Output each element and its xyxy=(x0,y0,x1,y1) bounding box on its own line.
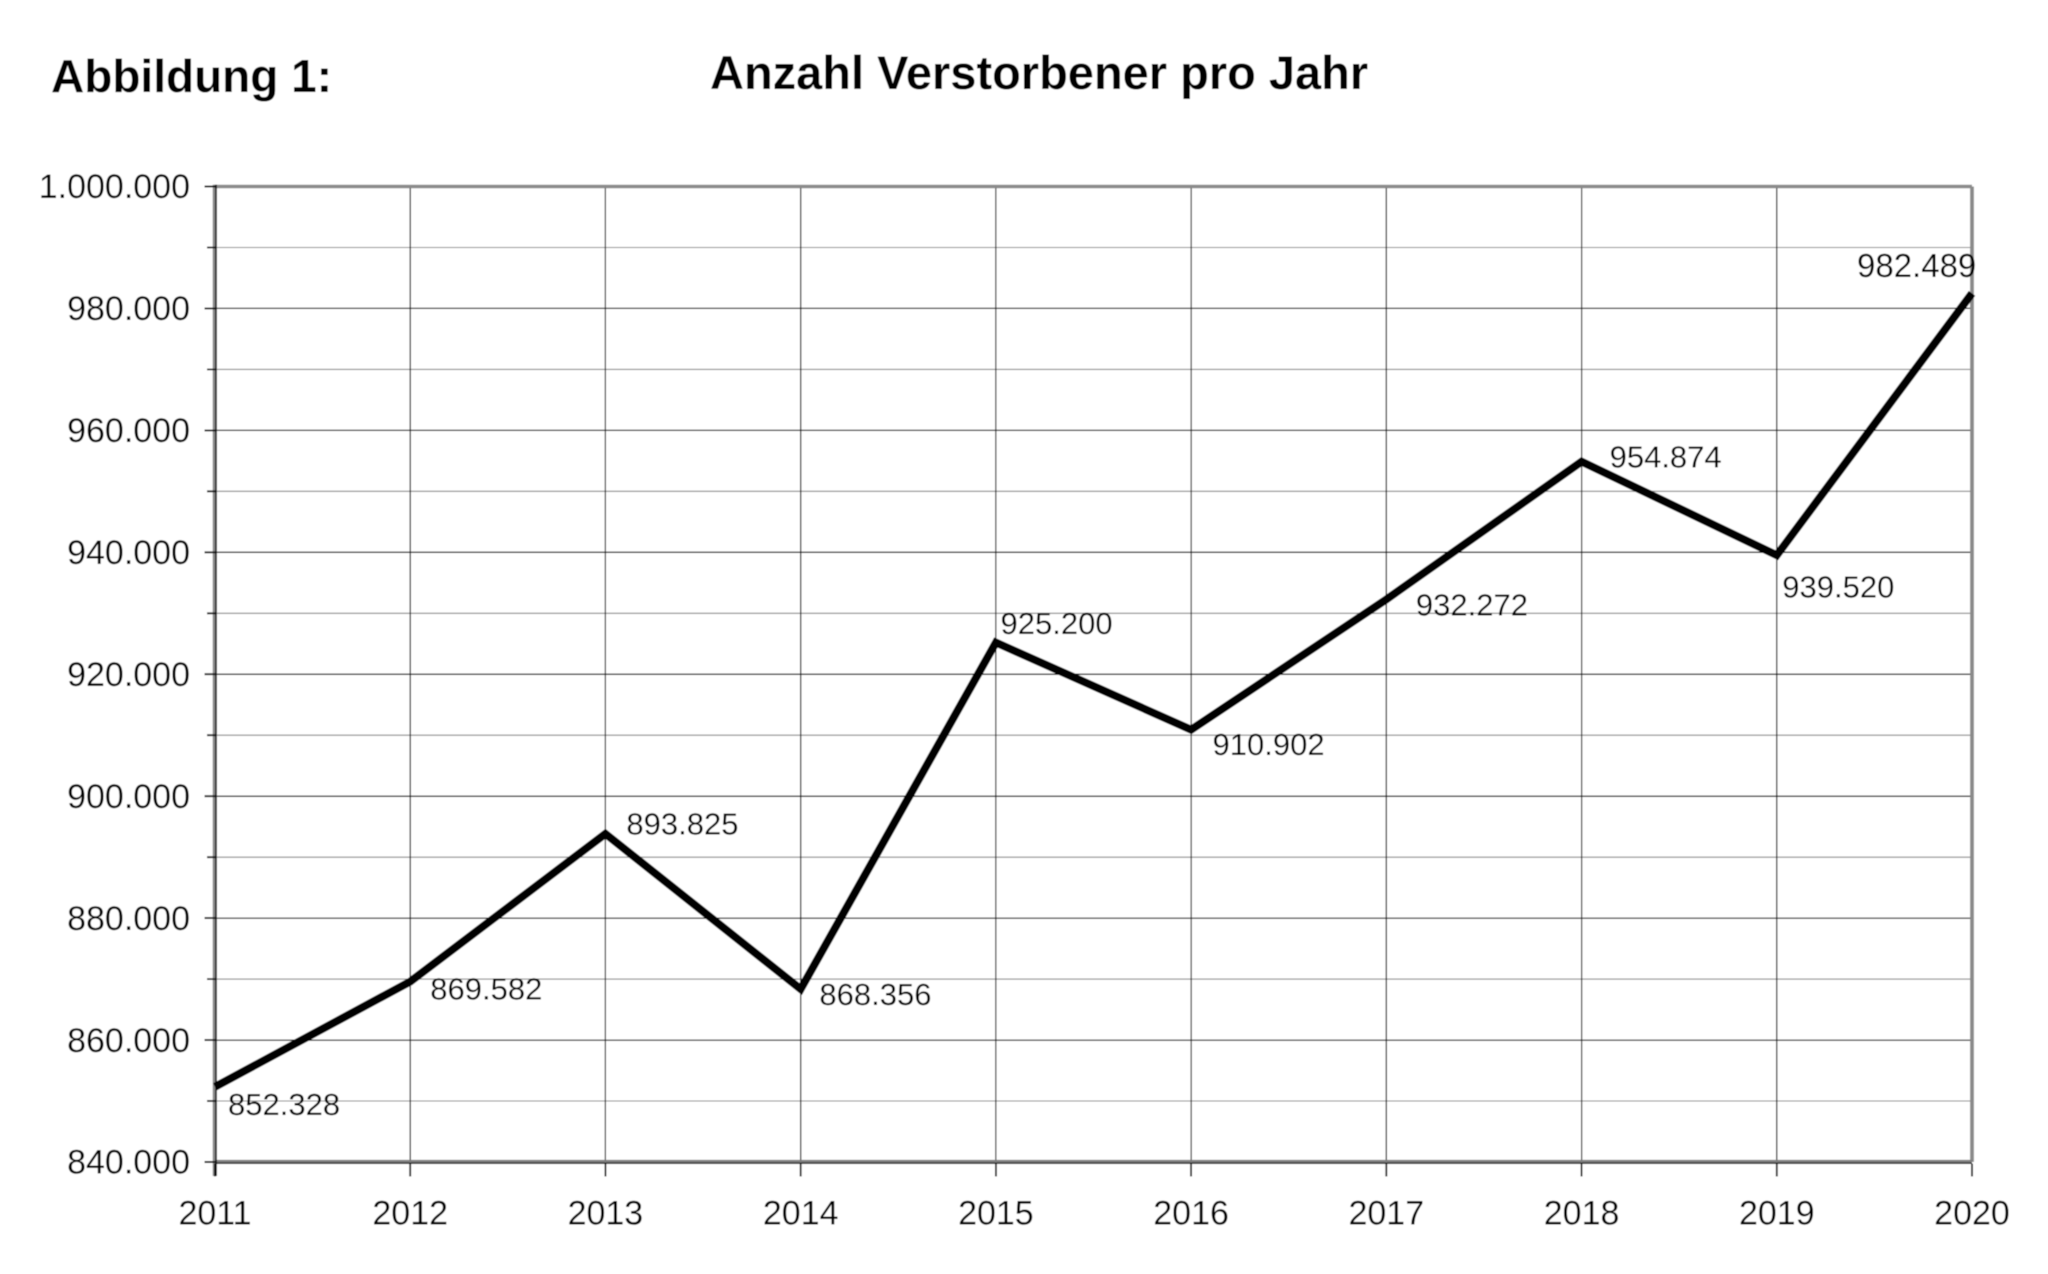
svg-text:2014: 2014 xyxy=(763,1195,839,1233)
svg-text:910.902: 910.902 xyxy=(1213,727,1325,762)
svg-text:2012: 2012 xyxy=(372,1195,448,1233)
svg-text:2011: 2011 xyxy=(178,1195,251,1233)
svg-text:939.520: 939.520 xyxy=(1782,569,1894,604)
svg-text:869.582: 869.582 xyxy=(430,971,542,1006)
svg-text:880.000: 880.000 xyxy=(67,900,190,938)
svg-text:852.328: 852.328 xyxy=(228,1087,340,1122)
svg-text:Abbildung 1:: Abbildung 1: xyxy=(51,50,332,102)
svg-text:Anzahl Verstorbener pro Jahr: Anzahl Verstorbener pro Jahr xyxy=(710,46,1368,99)
svg-text:2020: 2020 xyxy=(1934,1195,2010,1233)
svg-text:840.000: 840.000 xyxy=(67,1144,190,1182)
svg-text:2017: 2017 xyxy=(1348,1195,1424,1233)
svg-text:868.356: 868.356 xyxy=(819,977,931,1012)
svg-text:900.000: 900.000 xyxy=(67,778,190,816)
svg-text:940.000: 940.000 xyxy=(67,534,190,572)
svg-text:2019: 2019 xyxy=(1739,1195,1815,1233)
svg-text:925.200: 925.200 xyxy=(1001,606,1113,641)
svg-text:920.000: 920.000 xyxy=(67,656,190,694)
svg-text:980.000: 980.000 xyxy=(67,290,190,328)
svg-text:2018: 2018 xyxy=(1544,1195,1620,1233)
svg-text:1.000.000: 1.000.000 xyxy=(39,168,190,206)
svg-text:893.825: 893.825 xyxy=(626,807,738,842)
svg-text:932.272: 932.272 xyxy=(1416,588,1528,623)
svg-text:954.874: 954.874 xyxy=(1610,440,1722,475)
svg-text:860.000: 860.000 xyxy=(67,1022,190,1060)
svg-text:2015: 2015 xyxy=(958,1195,1034,1233)
svg-text:982.489: 982.489 xyxy=(1857,247,1976,284)
svg-text:960.000: 960.000 xyxy=(67,412,190,450)
svg-text:2013: 2013 xyxy=(568,1195,644,1233)
svg-text:2016: 2016 xyxy=(1153,1195,1229,1233)
